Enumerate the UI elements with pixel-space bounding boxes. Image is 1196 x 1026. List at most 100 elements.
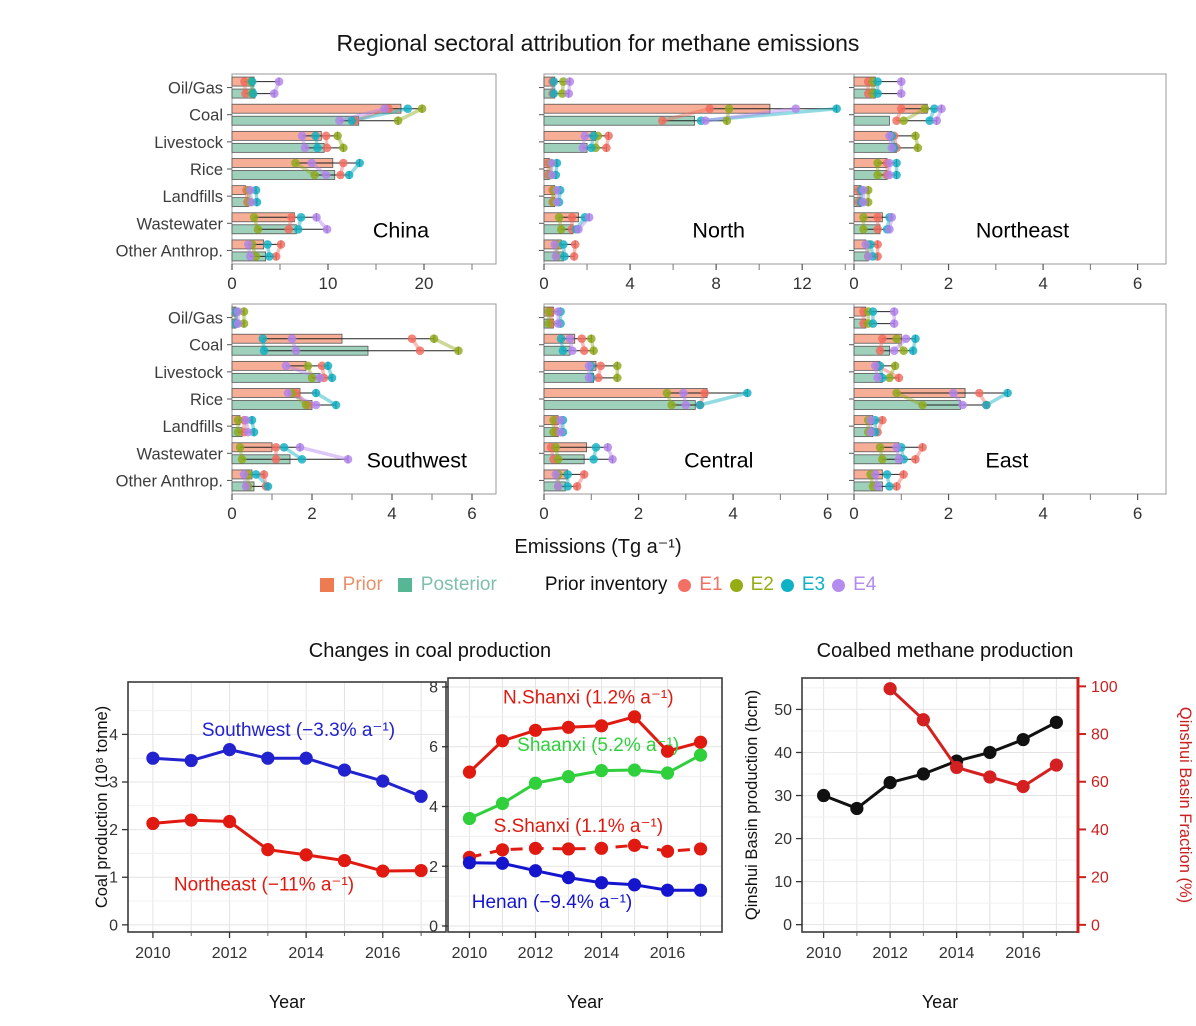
svg-text:Coal production (10⁸ tonne): Coal production (10⁸ tonne): [93, 706, 111, 908]
svg-text:6: 6: [467, 504, 476, 523]
svg-text:4: 4: [1038, 504, 1047, 523]
coalbed-methane-chart: 2010 2012 2014 2016 0 10 20 30 40 50 0 20 40 60 80 100 Y…: [743, 677, 1194, 1012]
svg-text:Livestock: Livestock: [154, 364, 224, 382]
svg-text:100: 100: [1091, 679, 1118, 696]
svg-text:Northeast: Northeast: [976, 218, 1069, 242]
legend-e2-label: E2: [750, 574, 774, 595]
posterior-swatch-icon: [397, 578, 412, 592]
plot-content: 2010 2012 2014 2016 0 2 4 6 8 N.Shanxi (1.2% a⁻¹)…: [429, 677, 723, 1012]
plot-content: 2010 2012 2014 2016 0 10 20 30 40 50 0 20 40 60 80 100 Y…: [743, 677, 1194, 1012]
svg-text:2: 2: [944, 274, 953, 293]
svg-text:Qinshui Basin production (bcm): Qinshui Basin production (bcm): [743, 690, 761, 920]
svg-text:Henan (−9.4% a⁻¹): Henan (−9.4% a⁻¹): [472, 892, 633, 913]
e1-dot-icon: [678, 578, 692, 592]
figure-title: Regional sectoral attribution for methan…: [336, 30, 860, 56]
svg-text:2012: 2012: [518, 945, 554, 962]
svg-text:Rice: Rice: [190, 161, 223, 179]
svg-text:40: 40: [774, 745, 792, 762]
svg-text:S.Shanxi (1.1% a⁻¹): S.Shanxi (1.1% a⁻¹): [494, 816, 664, 837]
svg-text:4: 4: [625, 274, 634, 293]
svg-text:60: 60: [1091, 774, 1109, 791]
svg-text:0: 0: [539, 274, 548, 293]
legend-e4-label: E4: [853, 574, 877, 595]
bar-panel-china: Oil/Gas Coal Livestock Rice Landfills Wastewa…: [116, 73, 497, 293]
svg-text:2016: 2016: [1005, 945, 1041, 962]
svg-text:4: 4: [1038, 274, 1047, 293]
svg-text:4: 4: [728, 504, 737, 523]
legend-posterior-label: Posterior: [420, 574, 497, 595]
svg-text:2014: 2014: [288, 945, 324, 962]
svg-text:6: 6: [1133, 274, 1142, 293]
svg-text:2: 2: [944, 504, 953, 523]
svg-text:Oil/Gas: Oil/Gas: [168, 80, 223, 98]
svg-text:6: 6: [429, 739, 438, 756]
svg-text:Landfills: Landfills: [162, 418, 223, 436]
svg-text:Northeast (−11% a⁻¹): Northeast (−11% a⁻¹): [174, 875, 354, 896]
svg-text:4: 4: [429, 799, 438, 816]
svg-text:Wastewater: Wastewater: [137, 215, 224, 233]
svg-text:6: 6: [823, 504, 832, 523]
bar-panel-southwest: Oil/Gas Coal Livestock Rice Landfills Wastewa…: [116, 303, 497, 523]
svg-text:N.Shanxi (1.2% a⁻¹): N.Shanxi (1.2% a⁻¹): [503, 687, 674, 708]
svg-text:40: 40: [1091, 822, 1109, 839]
plot-content: 0 2 4 6 Central: [539, 303, 857, 523]
coalbed-methane-title: Coalbed methane production: [816, 640, 1074, 662]
svg-text:Oil/Gas: Oil/Gas: [168, 310, 223, 328]
svg-text:Shaanxi (5.2% a⁻¹): Shaanxi (5.2% a⁻¹): [517, 735, 679, 756]
svg-text:Coal: Coal: [189, 107, 223, 125]
svg-text:Coal: Coal: [189, 337, 223, 355]
svg-text:2010: 2010: [452, 945, 488, 962]
svg-text:80: 80: [1091, 727, 1109, 744]
svg-text:Southwest (−3.3% a⁻¹): Southwest (−3.3% a⁻¹): [202, 720, 395, 741]
svg-text:Rice: Rice: [190, 391, 223, 409]
svg-text:Year: Year: [269, 992, 305, 1012]
coal-production-chart-right: 2010 2012 2014 2016 0 2 4 6 8 N.Shanxi (1.2% a⁻¹)…: [429, 677, 723, 1012]
plot-content: Oil/Gas Coal Livestock Rice Landfills Wastewa…: [116, 73, 497, 293]
svg-text:0: 0: [109, 917, 118, 934]
svg-text:2012: 2012: [212, 945, 248, 962]
svg-text:Landfills: Landfills: [162, 188, 223, 206]
plot-content: Oil/Gas Coal Livestock Rice Landfills Wastewa…: [116, 303, 497, 523]
plot-content: 0 2 4 6 East: [849, 303, 1167, 523]
plot-content: 0 2 4 6 Northeast: [849, 73, 1167, 293]
svg-text:Year: Year: [922, 992, 958, 1012]
svg-text:2: 2: [634, 504, 643, 523]
svg-text:20: 20: [774, 831, 792, 848]
svg-text:0: 0: [429, 919, 438, 936]
bar-panel-central: 0 2 4 6 Central: [539, 303, 857, 523]
svg-text:4: 4: [387, 504, 396, 523]
svg-text:0: 0: [227, 504, 236, 523]
svg-text:Qinshui Basin Fraction (%): Qinshui Basin Fraction (%): [1176, 707, 1194, 903]
svg-text:10: 10: [319, 274, 338, 293]
svg-text:2: 2: [109, 822, 118, 839]
svg-text:China: China: [373, 218, 429, 242]
svg-text:12: 12: [793, 274, 812, 293]
svg-text:2012: 2012: [872, 945, 908, 962]
svg-text:0: 0: [539, 504, 548, 523]
coal-production-title: Changes in coal production: [308, 640, 552, 662]
svg-text:East: East: [985, 448, 1028, 472]
bar-panel-east: 0 2 4 6 East: [849, 303, 1167, 523]
svg-text:North: North: [692, 218, 745, 242]
prior-swatch-icon: [319, 578, 334, 592]
plot-content: 0 4 8 12 North: [539, 73, 857, 293]
svg-text:3: 3: [109, 775, 118, 792]
svg-text:Central: Central: [684, 448, 753, 472]
svg-text:2010: 2010: [135, 945, 171, 962]
svg-text:2014: 2014: [584, 945, 620, 962]
svg-text:2016: 2016: [650, 945, 686, 962]
svg-text:1: 1: [109, 870, 118, 887]
svg-text:0: 0: [849, 504, 858, 523]
svg-text:8: 8: [429, 679, 438, 696]
svg-text:2016: 2016: [365, 945, 401, 962]
svg-text:0: 0: [849, 274, 858, 293]
e2-dot-icon: [729, 578, 743, 592]
svg-text:4: 4: [109, 727, 118, 744]
svg-text:50: 50: [774, 702, 792, 719]
legend-e3-label: E3: [801, 574, 826, 595]
svg-text:2: 2: [429, 859, 438, 876]
svg-text:2014: 2014: [939, 945, 975, 962]
legend-e1-label: E1: [699, 574, 723, 595]
svg-text:2010: 2010: [806, 945, 842, 962]
